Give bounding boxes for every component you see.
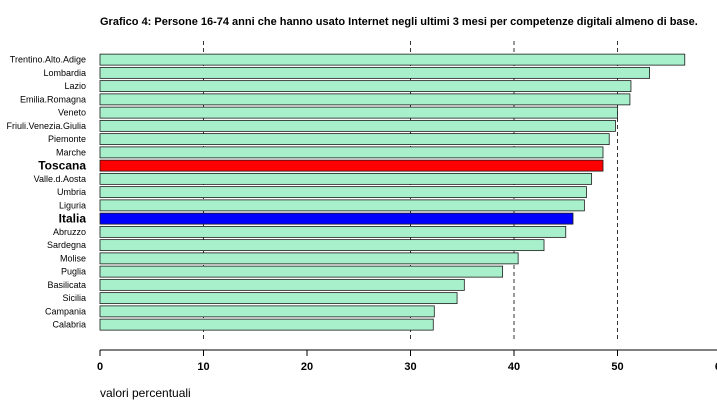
bar: [99, 119, 616, 132]
category-label: Friuli.Venezia.Giulia: [6, 121, 86, 131]
bar: [99, 305, 435, 318]
x-tick-label: 20: [301, 361, 313, 373]
bar: [99, 133, 610, 146]
category-label: Umbria: [57, 187, 86, 197]
category-label: Italia: [59, 212, 87, 226]
bar: [99, 278, 465, 291]
category-label: Calabria: [52, 320, 86, 330]
category-label: Sicilia: [62, 293, 86, 303]
category-label: Molise: [60, 253, 86, 263]
bar: [99, 53, 686, 66]
x-tick-label: 40: [508, 361, 520, 373]
bar: [99, 252, 519, 265]
category-label: Emilia.Romagna: [20, 94, 86, 104]
bar: [99, 80, 632, 93]
category-label: Piemonte: [48, 134, 86, 144]
bar: [99, 318, 434, 331]
bar: [99, 106, 618, 119]
bar: [99, 93, 631, 106]
bar: [99, 199, 585, 212]
x-axis-label: valori percentuali: [100, 386, 191, 400]
category-label: Veneto: [58, 108, 86, 118]
x-tick-label: 10: [197, 361, 209, 373]
bars: [99, 53, 686, 331]
x-axis: 0 10 20 30 40 50 60: [97, 349, 717, 373]
category-label: Valle.d.Aosta: [34, 174, 86, 184]
category-label: Puglia: [61, 267, 86, 277]
x-tick-label: 50: [611, 361, 623, 373]
bar: [99, 159, 604, 172]
bar: [99, 146, 604, 159]
bar: [99, 212, 574, 225]
x-tick-label: 60: [715, 361, 717, 373]
x-tick-label: 30: [404, 361, 416, 373]
category-label: Lazio: [64, 81, 86, 91]
bar: [99, 265, 504, 278]
bar: [99, 225, 567, 238]
bar: [99, 239, 545, 252]
category-label: Basilicata: [47, 280, 86, 290]
category-label: Marche: [56, 147, 86, 157]
category-label: Campania: [45, 306, 86, 316]
chart-title: Grafico 4: Persone 16-74 anni che hanno …: [100, 16, 698, 28]
category-label: Lombardia: [43, 68, 86, 78]
category-labels: Trentino.Alto.Adige Lombardia Lazio Emilia.…: [6, 55, 86, 330]
bar: [99, 66, 650, 79]
category-label: Toscana: [38, 159, 86, 173]
x-tick-label: 0: [97, 361, 103, 373]
category-label: Sardegna: [47, 240, 86, 250]
bar: [99, 292, 458, 305]
bar: [99, 172, 593, 185]
category-label: Trentino.Alto.Adige: [10, 55, 86, 65]
bar: [99, 186, 587, 199]
category-label: Liguria: [59, 200, 86, 210]
category-label: Abruzzo: [53, 227, 86, 237]
